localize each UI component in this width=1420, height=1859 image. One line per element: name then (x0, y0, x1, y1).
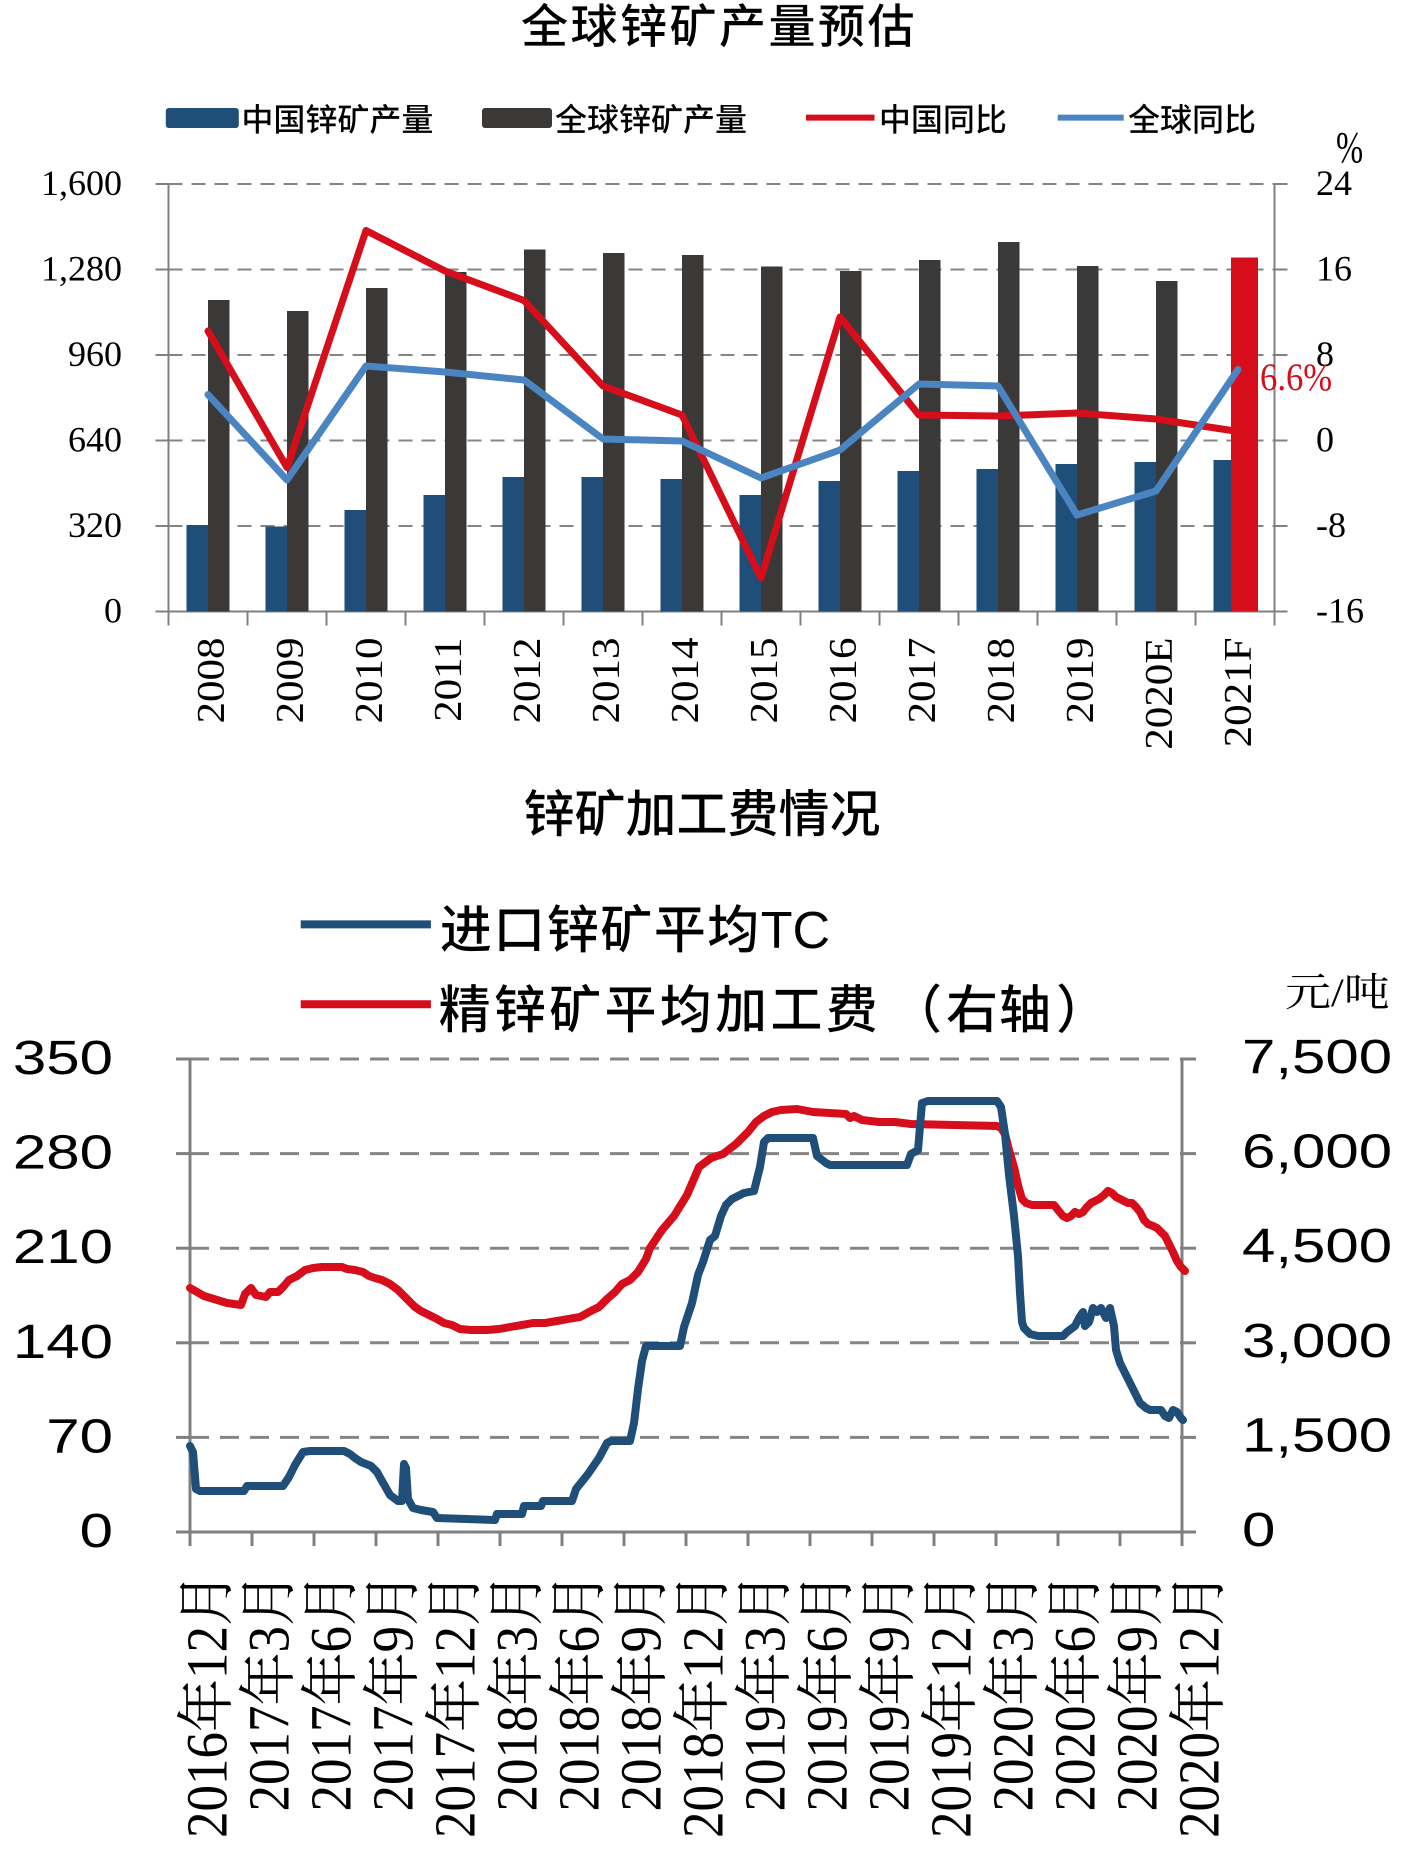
svg-text:2014: 2014 (663, 638, 706, 724)
svg-text:2017: 2017 (900, 638, 943, 724)
svg-text:350: 350 (13, 1031, 113, 1085)
svg-text:3,000: 3,000 (1242, 1314, 1392, 1368)
svg-text:2008: 2008 (189, 638, 232, 724)
svg-text:6,000: 6,000 (1242, 1124, 1392, 1178)
svg-text:0: 0 (80, 1504, 113, 1558)
svg-text:640: 640 (68, 420, 122, 460)
svg-text:12: 12 (919, 1626, 984, 1679)
svg-text:0: 0 (104, 591, 122, 631)
svg-text:2013: 2013 (584, 638, 627, 724)
svg-text:2017: 2017 (237, 1706, 302, 1812)
svg-text:2020: 2020 (981, 1706, 1046, 1812)
svg-text:2016: 2016 (821, 638, 864, 724)
svg-text:2020: 2020 (1105, 1706, 1170, 1812)
svg-text:6: 6 (299, 1626, 364, 1653)
svg-text:3: 3 (981, 1626, 1046, 1653)
svg-text:12: 12 (423, 1626, 488, 1679)
svg-text:70: 70 (46, 1409, 113, 1463)
svg-text:2010: 2010 (347, 638, 390, 724)
svg-text:2019: 2019 (733, 1706, 798, 1812)
svg-text:9: 9 (609, 1626, 674, 1653)
svg-text:/: / (1331, 972, 1344, 1016)
svg-text:2017: 2017 (299, 1706, 364, 1812)
svg-text:12: 12 (1167, 1626, 1232, 1679)
svg-text:TC: TC (761, 902, 830, 960)
svg-text:1,500: 1,500 (1242, 1408, 1392, 1462)
svg-text:%: % (1336, 124, 1363, 172)
svg-text:2018: 2018 (485, 1706, 550, 1812)
svg-text:1,280: 1,280 (41, 249, 122, 289)
svg-text:960: 960 (68, 334, 122, 374)
svg-text:2009: 2009 (268, 638, 311, 724)
svg-text:-8: -8 (1316, 505, 1346, 545)
svg-text:2019: 2019 (1058, 638, 1101, 724)
svg-text:2018: 2018 (609, 1706, 674, 1812)
svg-text:2020: 2020 (1043, 1706, 1108, 1812)
svg-text:9: 9 (857, 1626, 922, 1653)
svg-text:2019: 2019 (857, 1706, 922, 1812)
svg-text:6: 6 (547, 1626, 612, 1653)
svg-text:8: 8 (1316, 334, 1334, 374)
svg-text:7,500: 7,500 (1242, 1030, 1392, 1084)
svg-text:2012: 2012 (505, 638, 548, 724)
svg-text:2020: 2020 (1167, 1732, 1232, 1838)
svg-text:2017: 2017 (423, 1732, 488, 1838)
svg-text:2017: 2017 (361, 1706, 426, 1812)
svg-text:2018: 2018 (671, 1732, 736, 1838)
svg-text:2015: 2015 (742, 638, 785, 724)
svg-text:9: 9 (1105, 1626, 1170, 1653)
svg-text:3: 3 (733, 1626, 798, 1653)
svg-text:12: 12 (671, 1626, 736, 1679)
svg-text:320: 320 (68, 505, 122, 545)
svg-text:-16: -16 (1316, 591, 1364, 631)
svg-text:210: 210 (13, 1220, 113, 1274)
svg-text:0: 0 (1242, 1503, 1275, 1557)
svg-text:4,500: 4,500 (1242, 1219, 1392, 1273)
svg-text:3: 3 (485, 1626, 550, 1653)
svg-text:1,600: 1,600 (41, 163, 122, 203)
svg-text:12: 12 (175, 1626, 240, 1679)
svg-text:2019: 2019 (919, 1732, 984, 1838)
svg-text:16: 16 (1316, 249, 1352, 289)
svg-text:6: 6 (795, 1626, 860, 1653)
svg-text:3: 3 (237, 1626, 302, 1653)
svg-text:280: 280 (13, 1125, 113, 1179)
svg-text:24: 24 (1316, 163, 1352, 203)
svg-text:9: 9 (361, 1626, 426, 1653)
svg-text:2018: 2018 (979, 638, 1022, 724)
svg-text:6: 6 (1043, 1626, 1108, 1653)
svg-text:0: 0 (1316, 420, 1334, 460)
svg-text:2018: 2018 (547, 1706, 612, 1812)
svg-text:6.6%: 6.6% (1260, 355, 1332, 398)
svg-text:2019: 2019 (795, 1706, 860, 1812)
svg-text:2020E: 2020E (1137, 638, 1180, 750)
svg-text:2021F: 2021F (1216, 638, 1259, 748)
svg-text:2011: 2011 (426, 638, 469, 722)
svg-text:140: 140 (13, 1315, 113, 1369)
svg-text:2016: 2016 (175, 1732, 240, 1838)
